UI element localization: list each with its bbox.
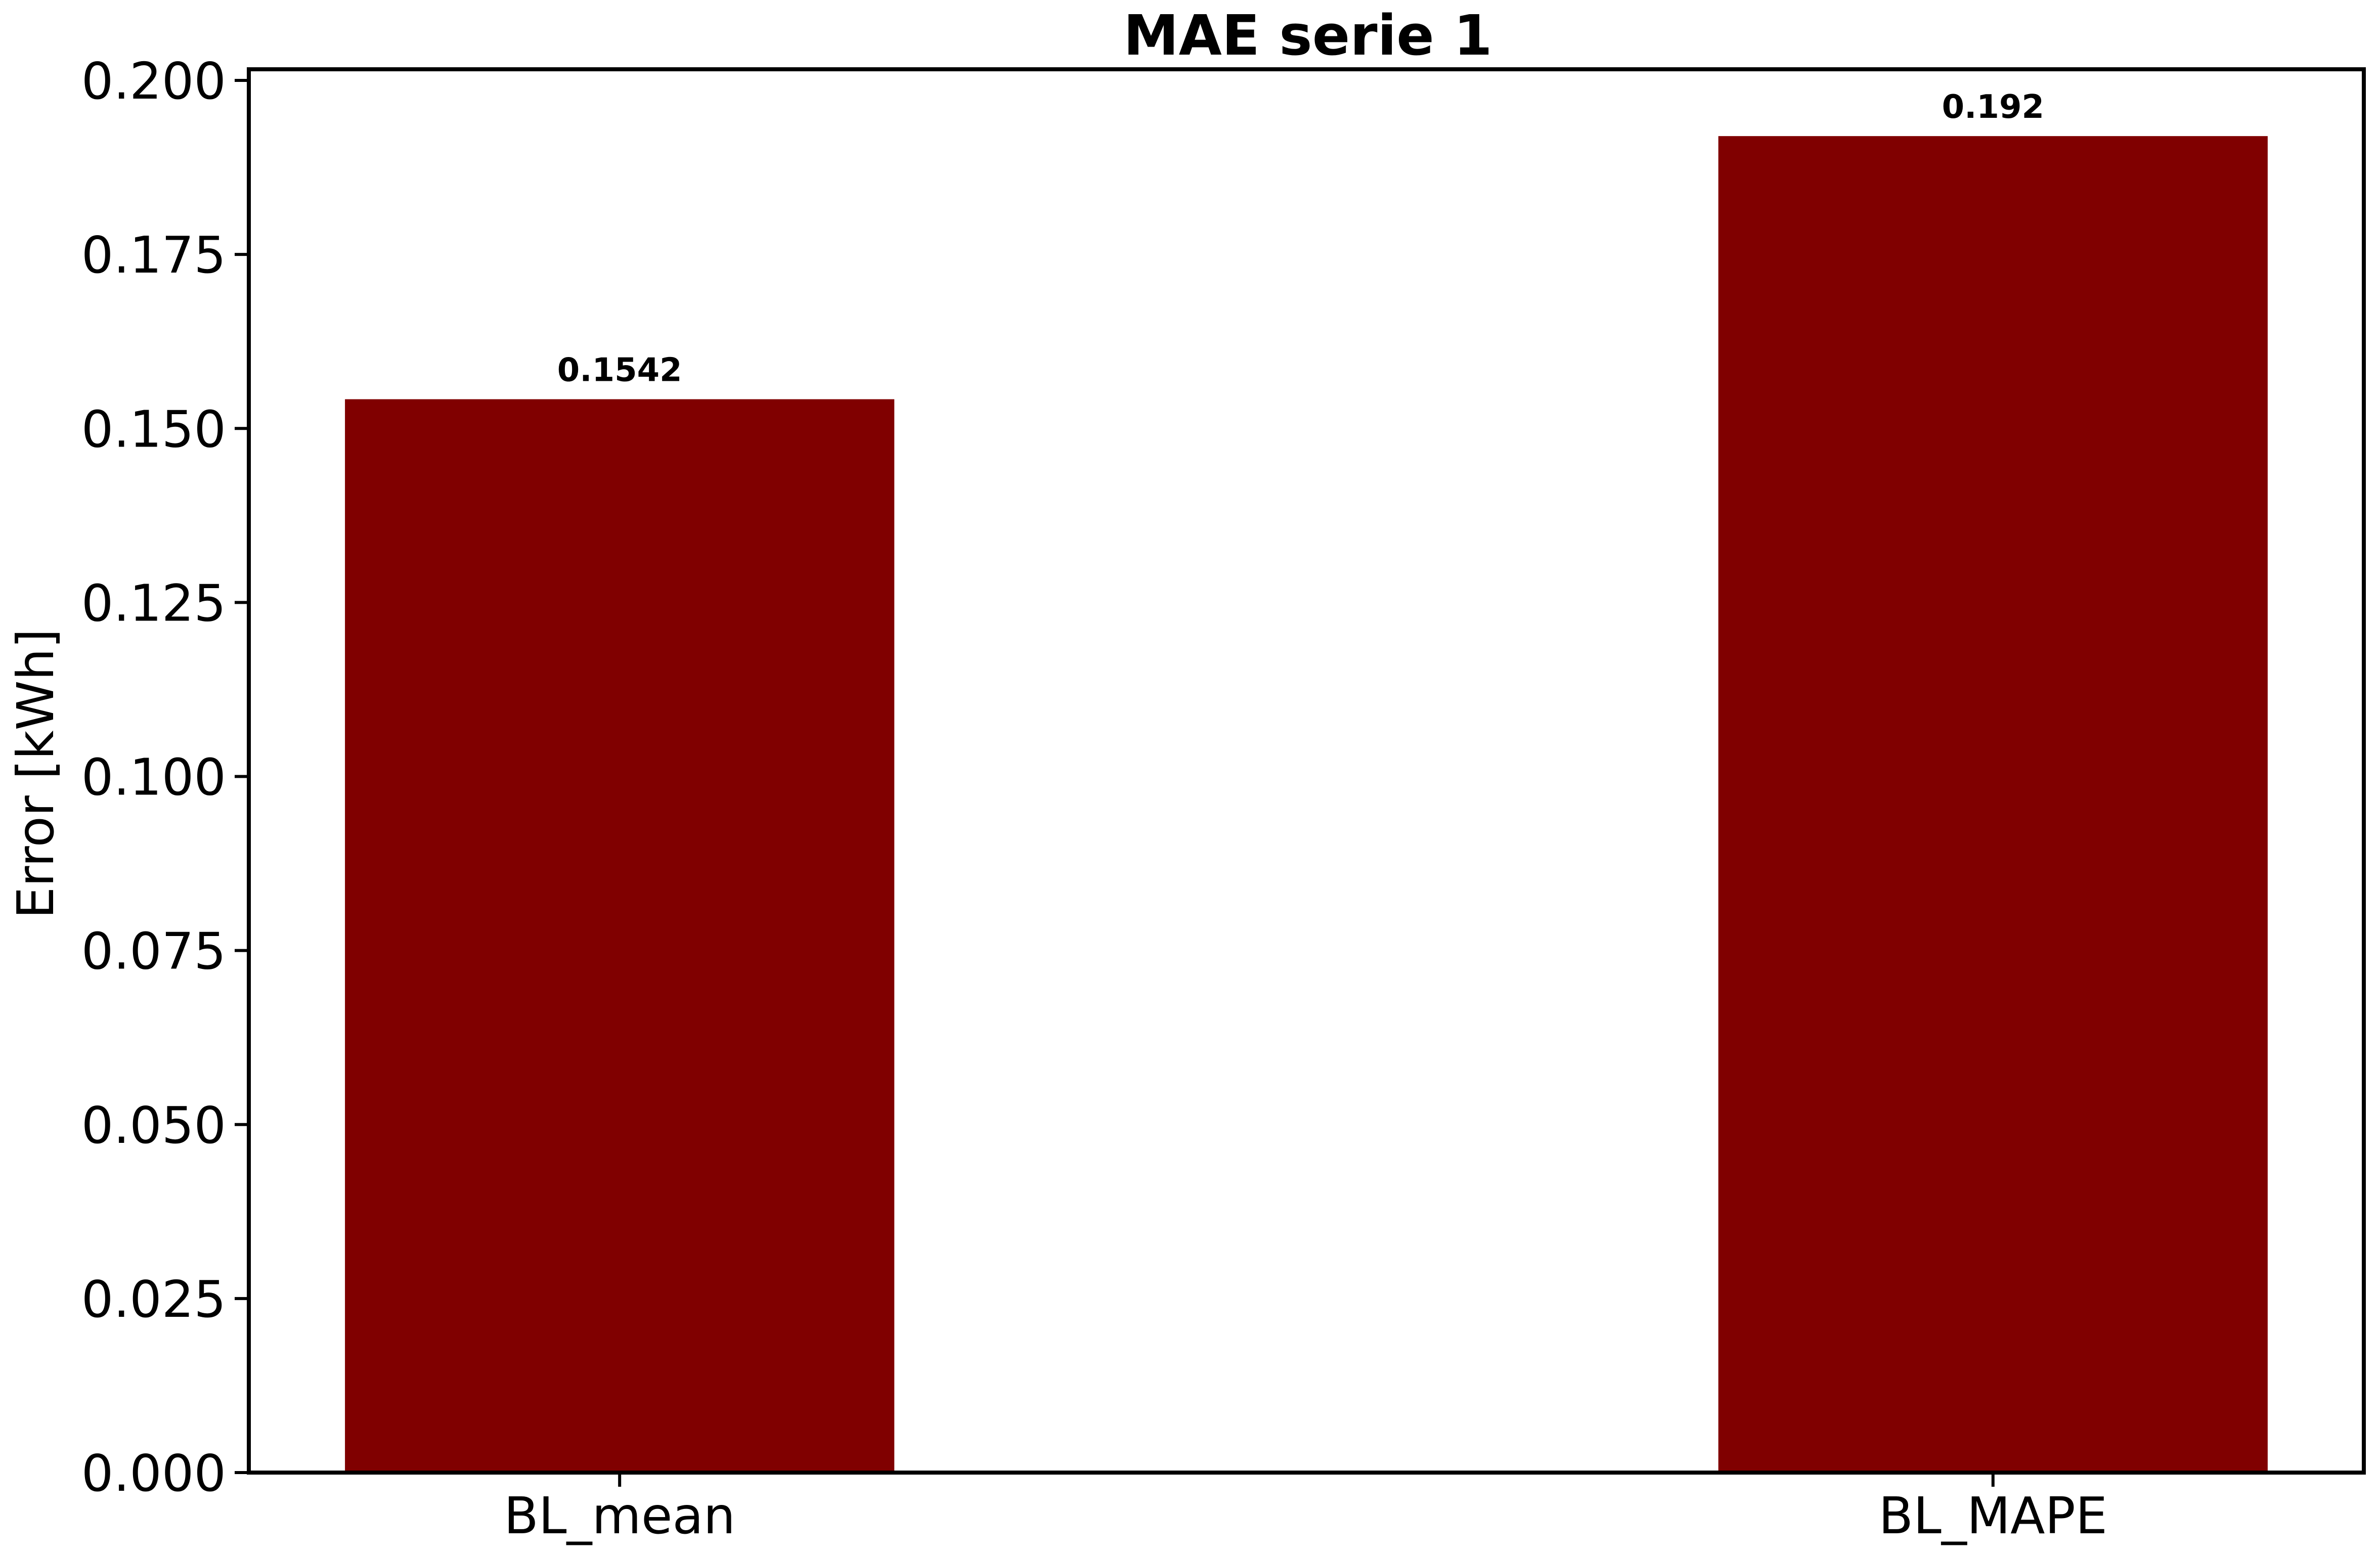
bar-bl-mean bbox=[345, 399, 895, 1473]
bars bbox=[345, 136, 2268, 1473]
bar-value-label: 0.192 bbox=[1942, 88, 2044, 126]
y-tick-label: 0.075 bbox=[81, 922, 226, 981]
bar-value-labels: 0.1542 0.192 bbox=[557, 88, 2044, 389]
plot-frame bbox=[247, 67, 2366, 1475]
y-tick-label: 0.125 bbox=[81, 573, 226, 633]
bar-bl-mape bbox=[1718, 136, 2268, 1473]
y-tick-label: 0.100 bbox=[81, 748, 226, 807]
y-tick-label: 0.000 bbox=[81, 1444, 226, 1503]
y-tick-label: 0.050 bbox=[81, 1096, 226, 1155]
y-axis-label: Error [kWh] bbox=[6, 629, 65, 919]
x-tick-label: BL_MAPE bbox=[1879, 1486, 2108, 1545]
bar-value-label: 0.1542 bbox=[557, 351, 682, 389]
chart-title: MAE serie 1 bbox=[1123, 3, 1492, 68]
y-tick-label: 0.150 bbox=[81, 399, 226, 459]
y-tick-label: 0.025 bbox=[81, 1270, 226, 1329]
x-tick-label: BL_mean bbox=[504, 1486, 735, 1545]
y-tick-label: 0.175 bbox=[81, 226, 226, 285]
y-axis-ticks: 0.000 0.025 0.050 0.075 0.100 0.125 0.150 0.175… bbox=[81, 52, 249, 1503]
x-axis-ticks: BL_mean BL_MAPE bbox=[504, 1473, 2107, 1545]
y-tick-label: 0.200 bbox=[81, 52, 226, 111]
